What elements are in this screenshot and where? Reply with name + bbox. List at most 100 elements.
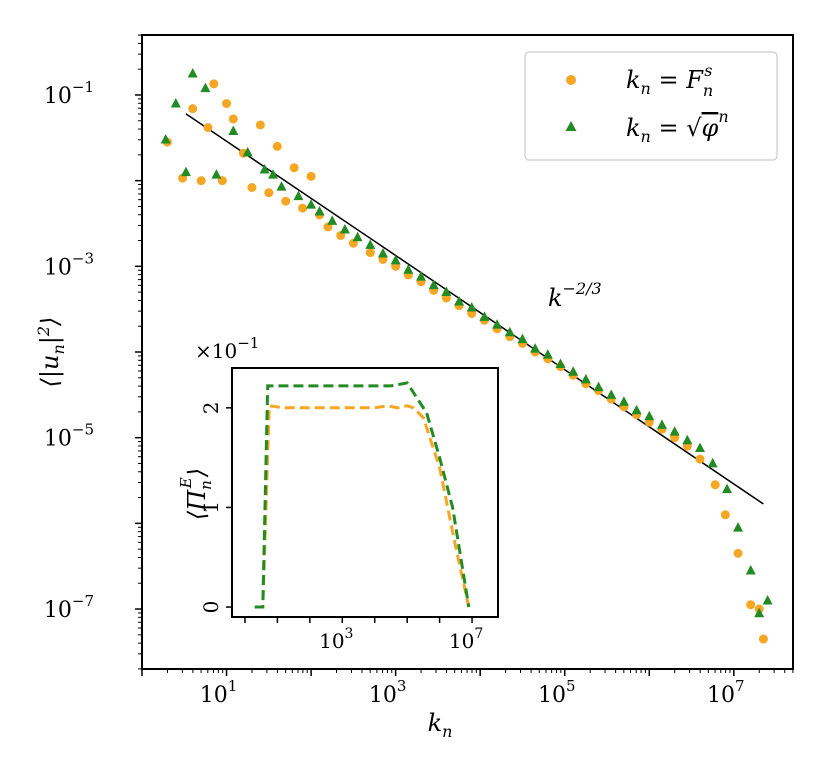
data-point-circle [255,120,265,130]
data-point-circle [746,600,756,610]
data-point-triangle [170,98,181,108]
data-point-triangle [707,457,718,468]
data-point-circle [306,171,316,181]
inset-y-tick-label: 2 [199,401,223,414]
inset-ticks: 103 107 0 1 2 [199,401,483,653]
data-point-triangle [530,343,541,353]
data-point-triangle [656,419,667,429]
data-point-triangle [403,264,414,274]
data-point-circle [228,114,238,124]
inset-y-tick-label: 0 [199,601,223,614]
data-point-circle [289,163,299,173]
data-point-triangle [479,311,490,321]
data-point-triangle [504,326,515,337]
data-point-circle [695,454,705,464]
data-point-circle [188,104,198,114]
y-tick-label: 10−5 [44,421,94,452]
data-point-triangle [580,373,591,384]
data-point-triangle [352,231,363,242]
data-point-triangle [365,239,376,249]
data-point-triangle [416,271,426,281]
inset-series-line [254,404,471,609]
data-point-circle [281,196,291,206]
data-point-circle [264,188,274,198]
data-point-circle [298,203,308,213]
x-tick-label: 107 [707,677,745,708]
inset-chart: 103 107 0 1 2 ×10−1 ⟨ΠnE⟩ [177,334,499,653]
y-tick-label: 10−7 [44,592,94,623]
data-point-triangle [492,319,503,329]
y-tick-label: 10−1 [44,78,94,109]
data-point-triangle [669,426,680,436]
data-point-circle [365,248,375,258]
inset-background [232,368,498,617]
inset-y-axis-label: ⟨ΠnE⟩ [177,468,215,520]
data-point-triangle [390,254,401,265]
inset-y-tick-label: 1 [199,501,223,514]
data-point-triangle [568,366,579,376]
data-point-triangle [306,199,317,209]
slope-annotation: k−2/3 [548,279,602,312]
inset-scale-factor: ×10−1 [195,334,259,363]
data-point-triangle [695,442,705,452]
x-tick-label: 101 [200,677,238,708]
data-point-circle [196,176,206,186]
legend-marker-triangle [565,121,577,131]
data-point-circle [222,99,232,109]
x-tick-label: 103 [369,677,407,708]
data-point-circle [733,548,743,558]
main-ticks: 101 103 105 107 10−1 10−3 10−5 10−7 [44,34,794,708]
data-point-triangle [517,333,528,344]
data-point-triangle [631,404,642,415]
data-point-triangle [618,396,629,406]
data-point-circle [209,79,219,89]
inset-x-tick-label: 107 [449,626,483,653]
inset-series-group [254,381,471,609]
data-point-triangle [745,564,756,575]
data-point-triangle [211,169,222,179]
inset-x-tick-label: 103 [319,626,353,653]
data-point-circle [247,183,257,193]
data-point-triangle [593,381,604,392]
data-point-triangle [555,358,566,368]
data-point-triangle [200,82,211,93]
inset-series-line [254,381,471,609]
data-point-triangle [180,166,191,177]
data-point-triangle [187,68,198,78]
data-point-triangle [160,134,171,144]
data-point-triangle [327,215,338,225]
y-axis-label: ⟨|un|2⟩ [34,317,68,388]
data-point-circle [710,480,720,490]
data-point-circle [203,123,213,133]
data-point-triangle [339,223,350,234]
data-point-circle [272,141,282,151]
data-point-triangle [606,389,617,399]
legend-box [524,51,778,161]
inset-axes-frame [231,367,499,618]
x-axis-label: kn [428,709,453,741]
legend-entry-1: kn = Fns [626,61,713,100]
data-point-circle [758,634,768,644]
data-point-triangle [454,295,465,306]
data-point-triangle [242,146,253,157]
data-point-triangle [466,301,477,312]
x-tick-label: 105 [538,677,576,708]
data-point-triangle [644,410,655,421]
data-point-triangle [268,169,279,179]
y-tick-label: 10−3 [44,249,94,280]
data-point-circle [720,510,730,520]
data-point-triangle [428,279,439,290]
data-point-triangle [722,483,733,494]
data-point-triangle [762,594,773,605]
data-point-triangle [293,190,304,201]
data-point-triangle [377,247,388,258]
main-series-group [160,68,773,644]
data-point-triangle [276,181,287,191]
data-point-triangle [259,164,270,174]
legend: kn = Fns kn = √φn [524,51,778,161]
data-point-triangle [314,205,325,216]
legend-marker-circle [566,75,576,85]
data-point-triangle [682,434,693,445]
data-point-triangle [733,522,744,532]
